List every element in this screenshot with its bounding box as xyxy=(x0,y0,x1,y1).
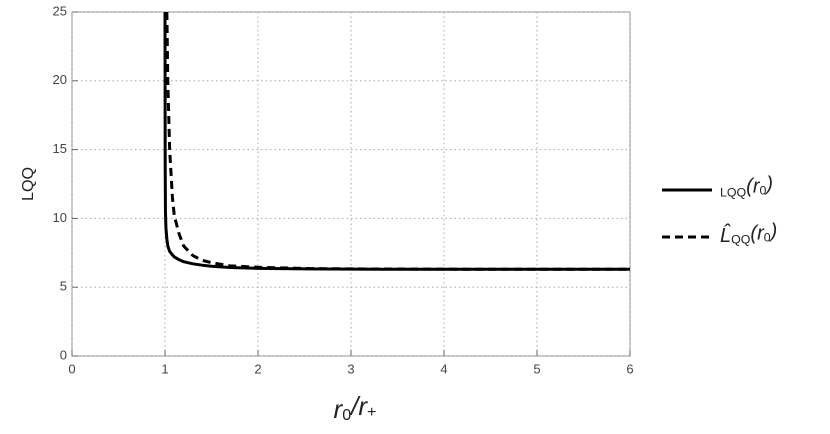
plot-area xyxy=(163,12,630,271)
y-tick-label: 15 xyxy=(53,141,67,156)
x-tick-label: 1 xyxy=(161,361,168,376)
x-tick-label: 0 xyxy=(68,361,75,376)
x-tick-label: 4 xyxy=(440,361,447,376)
x-tick-label: 3 xyxy=(347,361,354,376)
y-tick-label: 5 xyxy=(60,279,67,294)
x-tick-label: 2 xyxy=(254,361,261,376)
x-tick-label: 5 xyxy=(533,361,540,376)
y-tick-label: 20 xyxy=(53,72,67,87)
data-line xyxy=(165,12,630,271)
y-axis-label: LQQ xyxy=(19,167,37,201)
x-tick-label: 6 xyxy=(626,361,633,376)
y-tick-label: 0 xyxy=(60,347,67,362)
legend-label: LQQ(r0) xyxy=(720,174,773,200)
x-axis-label: r0/r+ xyxy=(334,391,377,424)
y-tick-label: 25 xyxy=(53,3,67,18)
legend-label: L̂QQ(r0) xyxy=(720,221,777,248)
data-line xyxy=(163,12,630,271)
y-tick-label: 10 xyxy=(53,210,67,225)
